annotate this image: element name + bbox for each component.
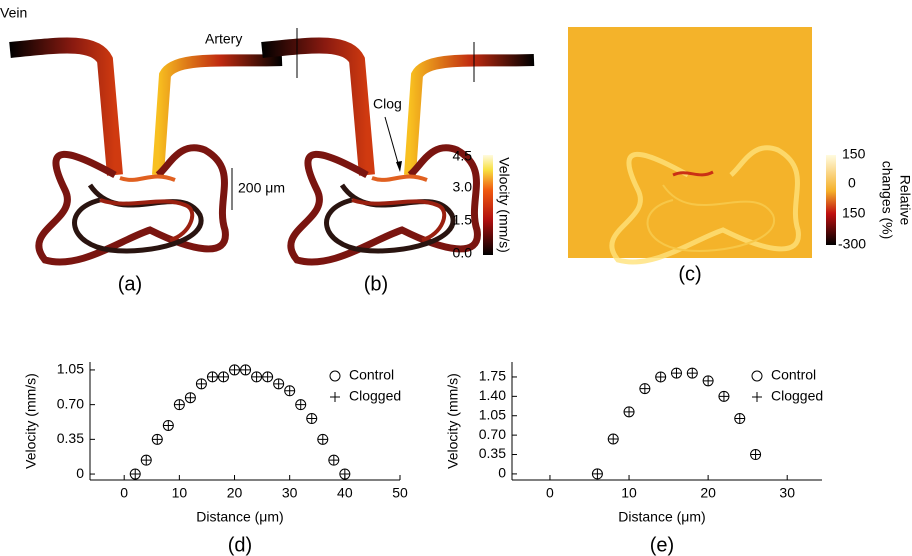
x-tick-label: 20: [227, 485, 243, 501]
velocity-colorbar: [483, 155, 493, 255]
change-colorbar: [826, 155, 836, 245]
figure: Vein Artery Clog 200 μm (a) (b) (c) 4.5 …: [0, 0, 912, 556]
clog-arrowhead: [396, 161, 402, 172]
legend-marker: [752, 392, 762, 402]
colorbar-tick: 0: [848, 175, 856, 191]
colorbar-tick: 150: [842, 205, 866, 221]
y-tick-label: 1.40: [479, 387, 506, 403]
legend-marker: [752, 371, 762, 381]
y-tick-label: 1.05: [479, 406, 506, 422]
x-tick-label: 10: [172, 485, 188, 501]
x-tick-label: 10: [621, 485, 637, 501]
legend-label: Control: [349, 367, 394, 383]
legend-label: Control: [771, 367, 816, 383]
colorbar-tick: 1.5: [453, 212, 473, 228]
y-tick-label: 0.70: [479, 426, 506, 442]
x-tick-label: 40: [337, 485, 353, 501]
clog-label: Clog: [373, 96, 402, 112]
colorbar-label: Relative: [897, 175, 912, 226]
scale-bar-label: 200 μm: [238, 180, 285, 196]
page: Vein Artery Clog 200 μm (a) (b) (c) 4.5 …: [0, 0, 912, 556]
y-tick-label: 0.35: [57, 430, 84, 446]
y-tick-label: 0: [76, 465, 84, 481]
panel-label: (b): [364, 273, 388, 295]
y-tick-label: 1.05: [57, 361, 84, 377]
y-tick-label: 0: [498, 465, 506, 481]
legend-label: Clogged: [349, 388, 401, 404]
x-tick-label: 0: [546, 485, 554, 501]
colorbar-tick: -300: [838, 236, 866, 252]
change-map: [568, 27, 812, 258]
x-tick-label: 50: [392, 485, 408, 501]
vein-label: Vein: [0, 5, 27, 21]
artery-label: Artery: [205, 31, 242, 47]
y-tick-label: 0.35: [479, 445, 506, 461]
x-axis-label: Distance (μm): [196, 509, 283, 525]
colorbar-tick: 3.0: [453, 179, 473, 195]
y-tick-label: 0.70: [57, 395, 84, 411]
colorbar-tick: 4.5: [453, 148, 473, 164]
y-axis-label: Velocity (mm/s): [23, 373, 39, 469]
x-tick-label: 20: [700, 485, 716, 501]
legend-marker: [330, 392, 340, 402]
x-axis-label: Distance (μm): [618, 509, 705, 525]
colorbar-tick: 150: [842, 146, 866, 162]
x-tick-label: 0: [120, 485, 128, 501]
panel-label: (e): [650, 534, 674, 556]
colorbar-label: Velocity (mm/s): [496, 157, 512, 253]
legend-label: Clogged: [771, 388, 823, 404]
y-axis-label: Velocity (mm/s): [445, 373, 461, 469]
colorbar-label: changes (%): [879, 161, 895, 240]
colorbar-tick: 0.0: [453, 245, 473, 261]
panel-label: (a): [118, 273, 142, 295]
vessel-image-b: [262, 46, 534, 262]
panel-label: (c): [678, 263, 701, 285]
vessel-image-a: [10, 46, 282, 262]
panel-label: (d): [228, 534, 252, 556]
legend-marker: [330, 371, 340, 381]
x-tick-label: 30: [779, 485, 795, 501]
y-tick-label: 1.75: [479, 368, 506, 384]
x-tick-label: 30: [282, 485, 298, 501]
